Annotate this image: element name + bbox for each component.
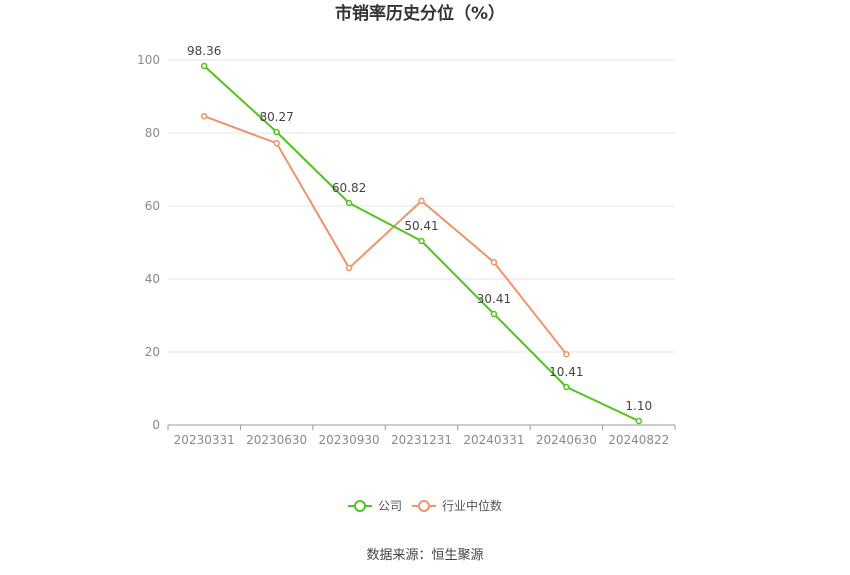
chart-title: 市销率历史分位（%） (335, 3, 505, 24)
x-tick-label: 20240331 (463, 433, 524, 447)
legend[interactable]: 公司 行业中位数 (348, 498, 502, 513)
data-point[interactable] (345, 199, 353, 207)
data-label: 50.41 (404, 219, 438, 233)
x-tick-label: 20230930 (319, 433, 380, 447)
y-tick-label: 0 (152, 418, 160, 432)
legend-item-0[interactable]: 公司 (348, 499, 402, 513)
data-label: 60.82 (332, 181, 366, 195)
legend-marker (354, 500, 366, 512)
data-point[interactable] (273, 128, 280, 136)
y-tick-label: 60 (145, 199, 160, 213)
data-point[interactable] (345, 264, 353, 272)
data-point[interactable] (418, 237, 425, 245)
legend-label: 行业中位数 (442, 498, 502, 513)
data-point[interactable] (490, 258, 498, 266)
x-tick-label: 20231231 (391, 433, 452, 447)
x-tick-label: 20230630 (246, 433, 307, 447)
data-point[interactable] (563, 383, 570, 391)
data-point[interactable] (273, 139, 280, 147)
legend-label: 公司 (378, 499, 402, 513)
data-point[interactable] (490, 310, 498, 318)
x-tick-label: 20240630 (536, 433, 597, 447)
series-0: 98.36 80.27 60.82 50.41 30.41 10.41 1.10 (187, 44, 652, 425)
y-tick-label: 20 (145, 345, 160, 359)
x-tick-label: 20230331 (174, 433, 235, 447)
y-axis: 0 20 40 60 80 100 (137, 53, 160, 432)
data-label: 80.27 (259, 110, 293, 124)
data-point[interactable] (418, 197, 425, 205)
data-source: 数据来源：恒生聚源 (366, 548, 483, 563)
data-point[interactable] (563, 350, 570, 358)
series-1 (200, 112, 570, 358)
series-line (203, 115, 568, 355)
series-layer: 98.36 80.27 60.82 50.41 30.41 10.41 1.10 (187, 44, 652, 425)
data-label: 30.41 (477, 292, 511, 306)
data-point[interactable] (200, 62, 208, 70)
y-tick-label: 80 (145, 126, 160, 140)
legend-marker (418, 500, 430, 512)
x-axis: 20230331 20230630 20230930 20231231 20240331… (167, 424, 676, 447)
grid (168, 59, 675, 353)
y-tick-label: 100 (137, 53, 160, 67)
data-label: 98.36 (187, 44, 221, 58)
y-tick-label: 40 (145, 272, 160, 286)
legend-item-1[interactable]: 行业中位数 (412, 498, 502, 513)
data-point[interactable] (200, 112, 208, 120)
x-tick-label: 20240822 (608, 433, 669, 447)
data-label: 10.41 (549, 365, 583, 379)
data-point[interactable] (635, 417, 643, 425)
data-label: 1.10 (625, 399, 652, 413)
